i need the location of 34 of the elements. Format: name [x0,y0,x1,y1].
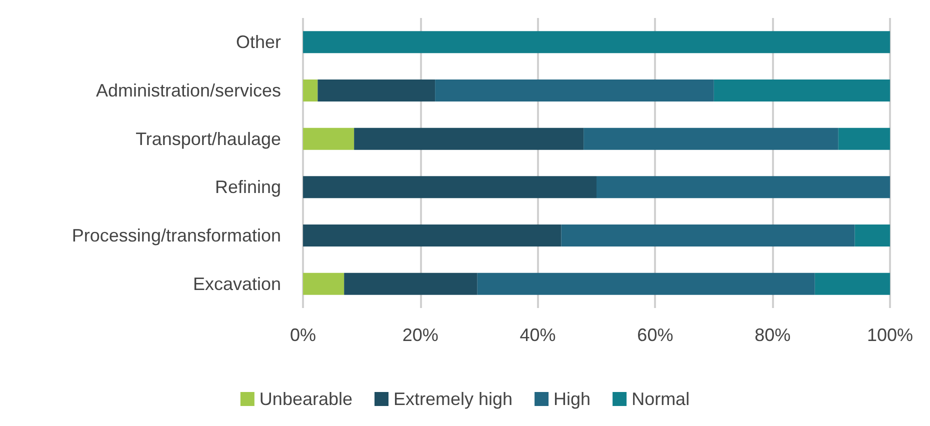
x-tick-label: 100% [866,325,914,345]
bar [344,272,478,295]
bar [838,128,890,150]
y-tick-label: Administration/services [96,80,281,100]
legend-label: Extremely high [393,389,513,409]
x-tick-label: 20% [402,325,438,345]
legend-label: High [554,389,591,409]
bar [854,224,890,246]
y-tick-label: Excavation [192,274,281,294]
bar [714,80,890,102]
bar [303,128,354,150]
x-tick-label: 0% [290,325,316,345]
bar [561,224,855,246]
y-tick-label: Transport/haulage [136,128,281,149]
bar [318,80,436,102]
bar [303,224,562,246]
bar [303,31,890,54]
bar [303,272,344,295]
x-tick-label: 40% [520,325,556,345]
y-tick-label: Processing/transformation [72,226,281,246]
bar [435,80,714,102]
bar [303,80,318,102]
bar [303,176,596,198]
legend-label: Normal [632,389,690,409]
bar [584,128,838,150]
x-tick-label: 80% [754,325,791,345]
y-tick-label: Refining [214,177,281,198]
bar [596,176,890,198]
bar [354,128,584,150]
bar [477,272,815,295]
bar [814,272,890,295]
x-tick-label: 60% [637,325,674,345]
legend-label: Unbearable [259,389,353,409]
y-tick-label: Other [236,32,281,52]
